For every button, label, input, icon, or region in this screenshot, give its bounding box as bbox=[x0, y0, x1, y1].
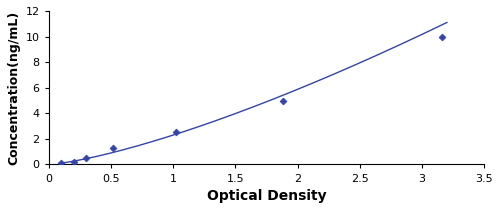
Y-axis label: Concentration(ng/mL): Concentration(ng/mL) bbox=[7, 10, 20, 165]
X-axis label: Optical Density: Optical Density bbox=[206, 189, 326, 203]
